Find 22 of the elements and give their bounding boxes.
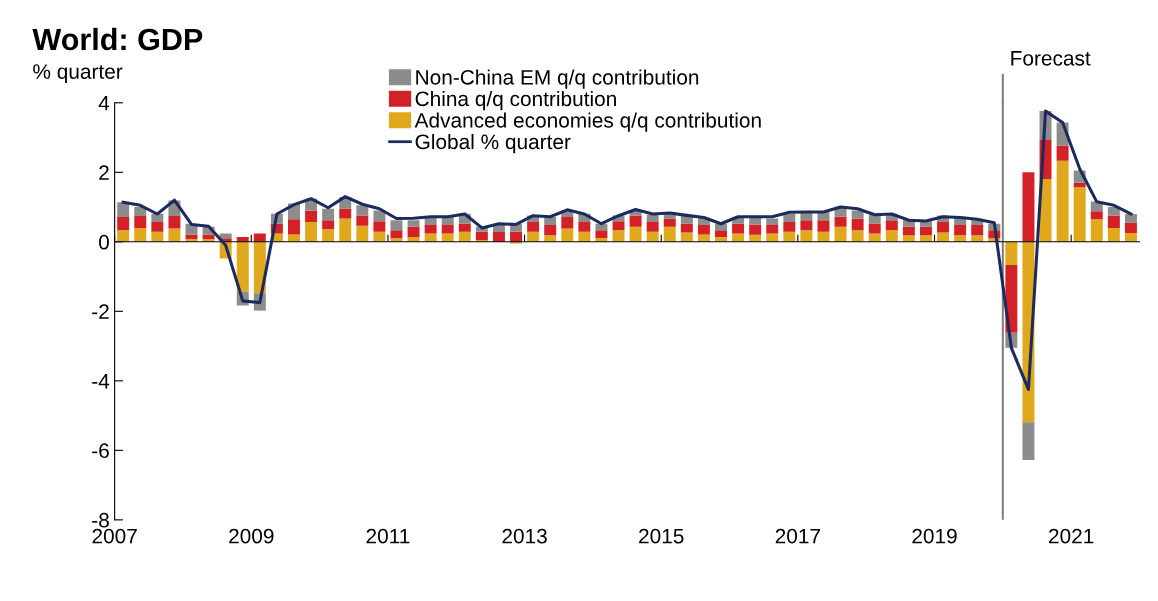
x-tick-label: 2011 xyxy=(366,528,410,544)
y-axis-title: % quarter xyxy=(33,64,123,84)
y-tick-label: -8 xyxy=(92,512,109,528)
x-tick-label: 2017 xyxy=(775,528,820,544)
x-tick-label: 2009 xyxy=(229,528,274,544)
x-tick-label: 2019 xyxy=(912,528,957,544)
y-tick-label: 2 xyxy=(99,165,109,180)
y-tick-label: 4 xyxy=(98,95,110,111)
legend-label: Global % quarter xyxy=(415,133,571,154)
y-tick-label: -6 xyxy=(92,443,109,459)
y-tick-label: -2 xyxy=(92,304,109,319)
ref-line-label: Forecast xyxy=(1011,51,1091,66)
x-tick-label: 2021 xyxy=(1049,528,1094,544)
legend-label: China q/q contribution xyxy=(415,90,616,111)
chart-title: World: GDP xyxy=(32,27,203,51)
legend-label: Advanced economies q/q contribution xyxy=(414,112,761,132)
y-tick-label: -4 xyxy=(92,374,110,389)
y-tick-label: 0 xyxy=(99,234,109,250)
x-tick-label: 2015 xyxy=(639,528,684,544)
x-tick-label: 2007 xyxy=(92,528,137,544)
x-tick-label: 2013 xyxy=(502,528,547,544)
legend-label: Non-China EM q/q contribution xyxy=(416,69,699,89)
